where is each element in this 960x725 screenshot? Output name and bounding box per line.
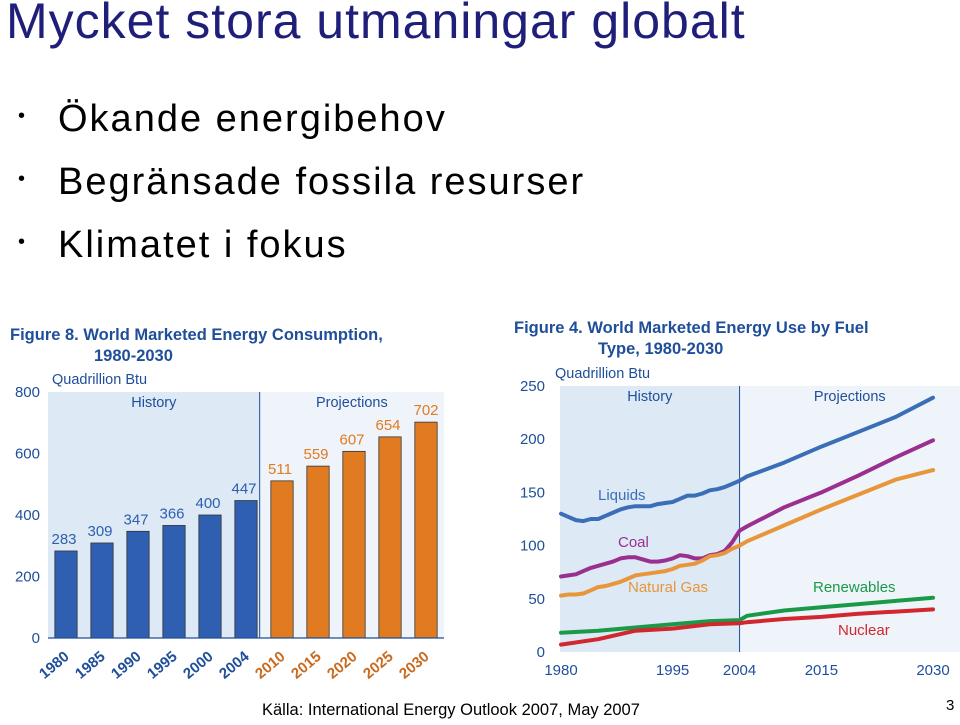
bar bbox=[54, 550, 78, 639]
series-lines bbox=[559, 395, 935, 647]
series-label: Liquids bbox=[598, 487, 646, 504]
bar-value-label: 607 bbox=[339, 431, 364, 448]
y-axis-unit-label: Quadrillion Btu bbox=[555, 366, 650, 382]
series-line bbox=[559, 595, 935, 635]
y-tick-label: 400 bbox=[15, 507, 40, 524]
series-line bbox=[559, 438, 935, 579]
energy-consumption-bar-chart: Figure 8. World Marketed Energy Consumpt… bbox=[0, 310, 470, 688]
bar-value-label: 447 bbox=[231, 481, 256, 498]
x-tick-label: 1995 bbox=[656, 662, 689, 679]
bullet-text: Klimatet i fokus bbox=[58, 224, 348, 266]
y-tick-label: 0 bbox=[32, 630, 40, 647]
bullet-text: Ökande energibehov bbox=[58, 98, 447, 140]
bullet-item: • Ökande energibehov bbox=[18, 98, 447, 141]
bar-value-label: 654 bbox=[375, 417, 400, 434]
y-tick-label: 100 bbox=[520, 538, 545, 555]
bar-value-label: 283 bbox=[51, 531, 76, 548]
x-axis-ticks: 1980 1995 2004 2015 2030 bbox=[544, 662, 949, 679]
bar-value-label: 702 bbox=[413, 402, 438, 419]
bullet-item: • Klimatet i fokus bbox=[18, 224, 348, 267]
y-tick-label: 800 bbox=[15, 384, 40, 401]
bar bbox=[162, 525, 186, 639]
series-line bbox=[559, 468, 935, 598]
bar bbox=[414, 421, 438, 639]
bar bbox=[126, 530, 150, 639]
y-axis-ticks: 0 200 400 600 800 bbox=[15, 384, 40, 647]
x-tick-label: 2030 bbox=[916, 662, 949, 679]
series-line bbox=[559, 395, 935, 524]
series-label: Coal bbox=[618, 534, 649, 551]
bar-value-labels: 283 309 347 366 400 447 511 559 607 654 702 bbox=[51, 402, 438, 548]
bar-value-label: 347 bbox=[123, 511, 148, 528]
bullet-dot-icon: • bbox=[18, 168, 28, 191]
y-tick-label: 600 bbox=[15, 446, 40, 463]
series-line bbox=[559, 607, 935, 647]
y-axis-ticks: 0 50 100 150 200 250 bbox=[520, 378, 545, 661]
slide-title: Mycket stora utmaningar globalt bbox=[6, 0, 746, 49]
x-tick-label: 1980 bbox=[544, 662, 577, 679]
bullet-item: • Begränsade fossila resurser bbox=[18, 161, 585, 204]
bar-value-label: 511 bbox=[268, 461, 292, 478]
bar-value-label: 400 bbox=[195, 495, 220, 512]
y-tick-label: 200 bbox=[15, 569, 40, 586]
projections-label: Projections bbox=[316, 395, 388, 411]
history-label: History bbox=[131, 395, 177, 411]
history-label: History bbox=[627, 389, 673, 405]
series-labels: Liquids Coal Natural Gas Renewables Nuclear bbox=[598, 487, 896, 639]
projections-label: Projections bbox=[814, 389, 886, 405]
bullet-dot-icon: • bbox=[18, 105, 28, 128]
x-tick-label: 2015 bbox=[805, 662, 838, 679]
figure-title-line-1: Figure 4. World Marketed Energy Use by F… bbox=[514, 319, 869, 337]
bar bbox=[270, 480, 294, 639]
bar bbox=[306, 465, 330, 639]
bullet-dot-icon: • bbox=[18, 231, 28, 254]
figure-title-line-2: 1980-2030 bbox=[94, 347, 173, 365]
x-tick-label: 2004 bbox=[723, 662, 756, 679]
figure-title-line-2: Type, 1980-2030 bbox=[598, 340, 723, 358]
bar bbox=[90, 542, 114, 639]
y-tick-label: 250 bbox=[520, 378, 545, 395]
projection-region bbox=[739, 386, 960, 652]
bar-value-label: 559 bbox=[303, 446, 328, 463]
history-region bbox=[48, 392, 260, 638]
y-tick-label: 50 bbox=[528, 591, 545, 608]
bar-value-label: 309 bbox=[87, 523, 112, 540]
figure-title-line-1: Figure 8. World Marketed Energy Consumpt… bbox=[10, 326, 383, 344]
series-label: Nuclear bbox=[838, 622, 890, 639]
bar-value-label: 366 bbox=[159, 505, 184, 522]
energy-use-by-fuel-line-chart: Figure 4. World Marketed Energy Use by F… bbox=[508, 310, 960, 688]
series-label: Renewables bbox=[813, 579, 896, 596]
y-axis-unit-label: Quadrillion Btu bbox=[52, 372, 147, 388]
page-number: 3 bbox=[946, 697, 955, 714]
y-tick-label: 0 bbox=[537, 644, 545, 661]
y-tick-label: 150 bbox=[520, 484, 545, 501]
bar bbox=[342, 450, 366, 639]
source-citation: Källa: International Energy Outlook 2007… bbox=[262, 701, 640, 719]
bullet-text: Begränsade fossila resurser bbox=[58, 161, 586, 203]
y-tick-label: 200 bbox=[520, 431, 545, 448]
bar bbox=[234, 500, 258, 639]
bar bbox=[198, 514, 222, 639]
bar bbox=[378, 436, 402, 639]
series-label: Natural Gas bbox=[628, 579, 708, 596]
